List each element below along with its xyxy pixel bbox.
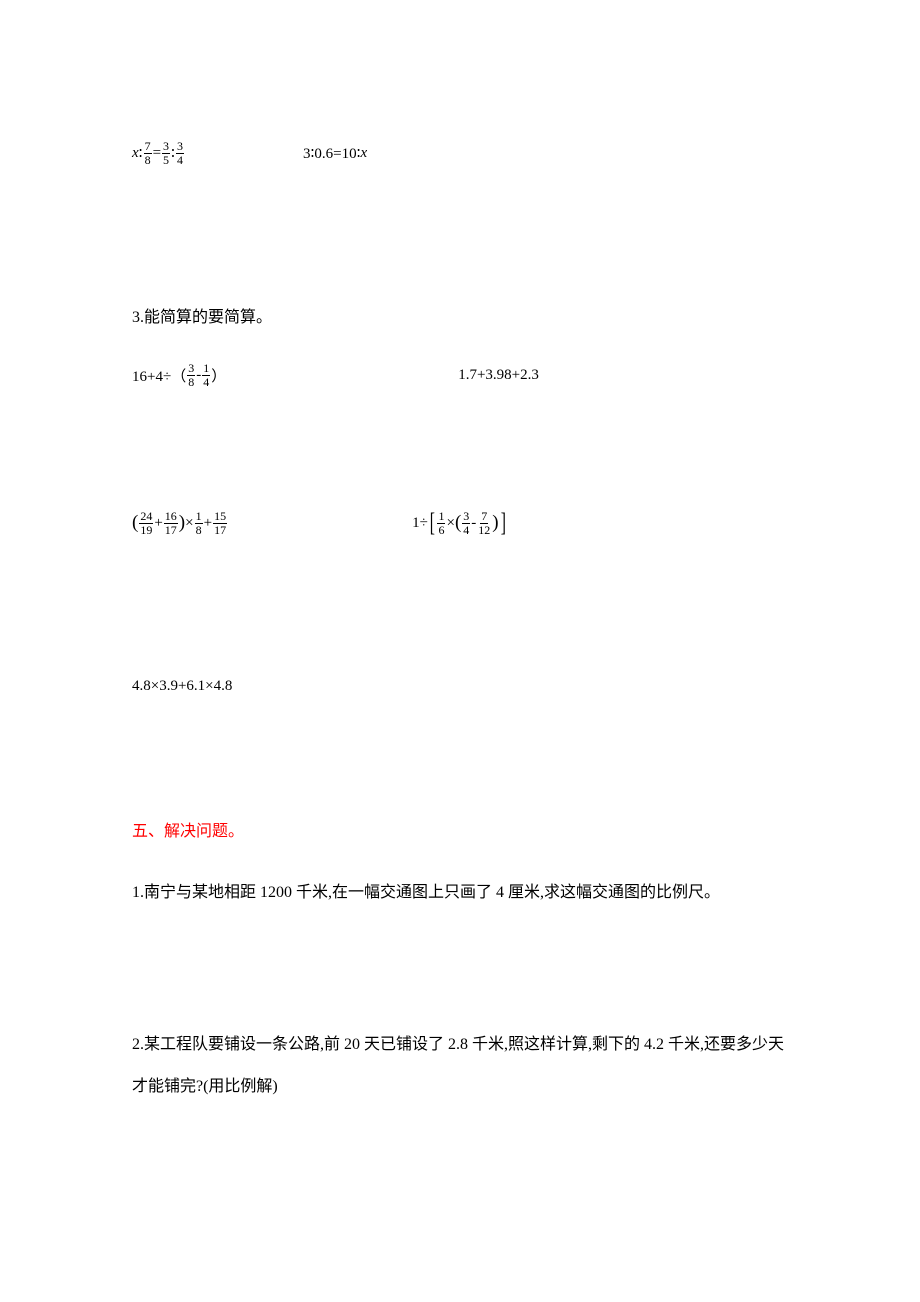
s3-r1-pre: 16+4÷（ xyxy=(132,365,186,386)
s3-r2-rtimes: × xyxy=(446,515,454,532)
eq1-var-x: x xyxy=(132,145,139,162)
s5-q1: 1.南宁与某地相距 1200 千米,在一幅交通图上只画了 4 厘米,求这幅交通图… xyxy=(132,872,790,914)
paren-open-icon: ( xyxy=(132,512,138,534)
s3-r1-left: 16+4÷（ 38 - 14 ） xyxy=(132,362,226,388)
s3-r2-f1: 2419 xyxy=(139,510,153,536)
eq1-right-var: x xyxy=(360,145,367,162)
s3-r2-rf2: 34 xyxy=(462,510,470,536)
eq1-colon1: ∶ xyxy=(139,144,143,163)
eq1-left: x ∶ 78 = 35 ∶ 34 xyxy=(132,140,185,166)
s3-row2: ( 2419 + 1617 ) × 18 + 1517 1÷ [ 16 × ( … xyxy=(132,508,790,538)
s3-row1: 16+4÷（ 38 - 14 ） 1.7+3.98+2.3 xyxy=(132,362,790,388)
s3-r2-rf1: 16 xyxy=(437,510,445,536)
s3-r1-post: ） xyxy=(211,365,226,386)
section5-heading: 五、解决问题。 xyxy=(132,820,790,844)
eq1-frac3: 34 xyxy=(176,140,184,166)
s3-r2-rminus: - xyxy=(471,515,476,532)
s3-r2-f4: 1517 xyxy=(213,510,227,536)
s3-r2-plus1: + xyxy=(154,515,162,532)
eq1-right-text: 3∶0.6=10∶ xyxy=(303,144,361,163)
s3-r1-mid: - xyxy=(196,367,201,384)
s3-r2-rf3: 712 xyxy=(477,510,491,536)
equation-row-1: x ∶ 78 = 35 ∶ 34 3∶0.6=10∶ x xyxy=(132,140,790,166)
s3-r2-times: × xyxy=(185,515,193,532)
s3-r2-right-pre: 1÷ xyxy=(412,515,428,532)
s5-q2: 2.某工程队要铺设一条公路,前 20 天已铺设了 2.8 千米,照这样计算,剩下… xyxy=(132,1024,790,1107)
s3-r2-f2: 1617 xyxy=(164,510,178,536)
s3-r2-right: 1÷ [ 16 × ( 34 - 712 ) ] xyxy=(412,508,507,538)
eq1-frac1: 78 xyxy=(144,140,152,166)
s3-r2-left: ( 2419 + 1617 ) × 18 + 1517 xyxy=(132,510,228,536)
eq1-eq: = xyxy=(153,145,161,162)
paren-close-icon: ) xyxy=(492,512,498,534)
section3-heading: 3.能简算的要简算。 xyxy=(132,306,790,330)
s3-r1-right: 1.7+3.98+2.3 xyxy=(458,367,539,384)
eq1-colon2: ∶ xyxy=(171,144,175,163)
s3-row3: 4.8×3.9+6.1×4.8 xyxy=(132,678,790,695)
eq1-frac2: 35 xyxy=(162,140,170,166)
bracket-open-icon: [ xyxy=(430,508,435,538)
s3-r1-f1: 38 xyxy=(187,362,195,388)
s3-r1-f2: 14 xyxy=(202,362,210,388)
s3-r3-text: 4.8×3.9+6.1×4.8 xyxy=(132,678,232,695)
s3-r2-plus2: + xyxy=(204,515,212,532)
paren-open-icon: ( xyxy=(455,512,461,534)
bracket-close-icon: ] xyxy=(500,508,505,538)
s3-r2-f3: 18 xyxy=(195,510,203,536)
eq1-right: 3∶0.6=10∶ x xyxy=(303,144,367,163)
